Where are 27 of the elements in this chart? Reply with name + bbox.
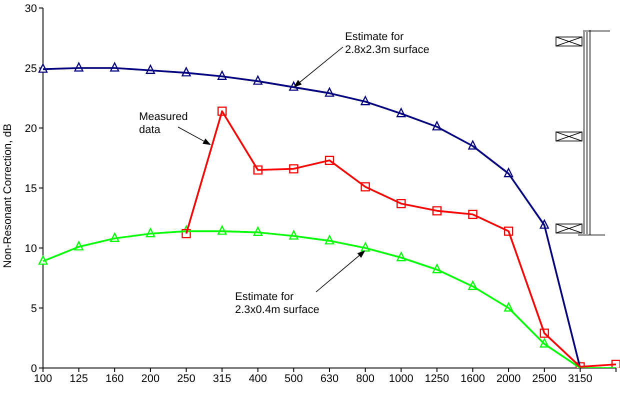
x-tick-label: 125 [70,372,88,385]
y-tick-label: 25 [24,62,37,75]
y-tick-label: 0 [30,362,37,375]
x-tick-label: 160 [105,372,124,385]
x-tick-label: 400 [248,372,268,385]
x-tick-label: 315 [212,372,232,385]
annotation: Measured data [139,111,188,136]
y-axis-title: Non-Resonant Correction, dB [2,124,14,268]
x-tick-label: 500 [284,372,303,385]
y-tick-label: 30 [24,2,37,15]
x-tick-label: 200 [141,372,160,385]
y-tick-label: 15 [24,182,37,195]
x-tick-label: 1250 [424,372,450,385]
x-tick-label: 800 [356,372,374,385]
x-tick-label: 1600 [460,372,485,385]
y-tick-label: 20 [24,122,37,135]
y-tick-label: 10 [24,242,37,255]
x-tick-label: 630 [320,372,339,385]
annotation: Estimate for 2.8x2.3m surface [345,31,430,56]
x-tick-label: 3150 [568,372,592,385]
y-tick-label: 5 [30,302,37,315]
annotation: Estimate for 2.3x0.4m surface [235,291,320,316]
x-tick-label: 2500 [532,372,557,385]
x-tick-label: 250 [177,372,196,385]
x-tick-label: 2000 [496,372,521,385]
x-tick-label: 100 [34,372,52,385]
x-tick-label: 1000 [388,372,414,385]
